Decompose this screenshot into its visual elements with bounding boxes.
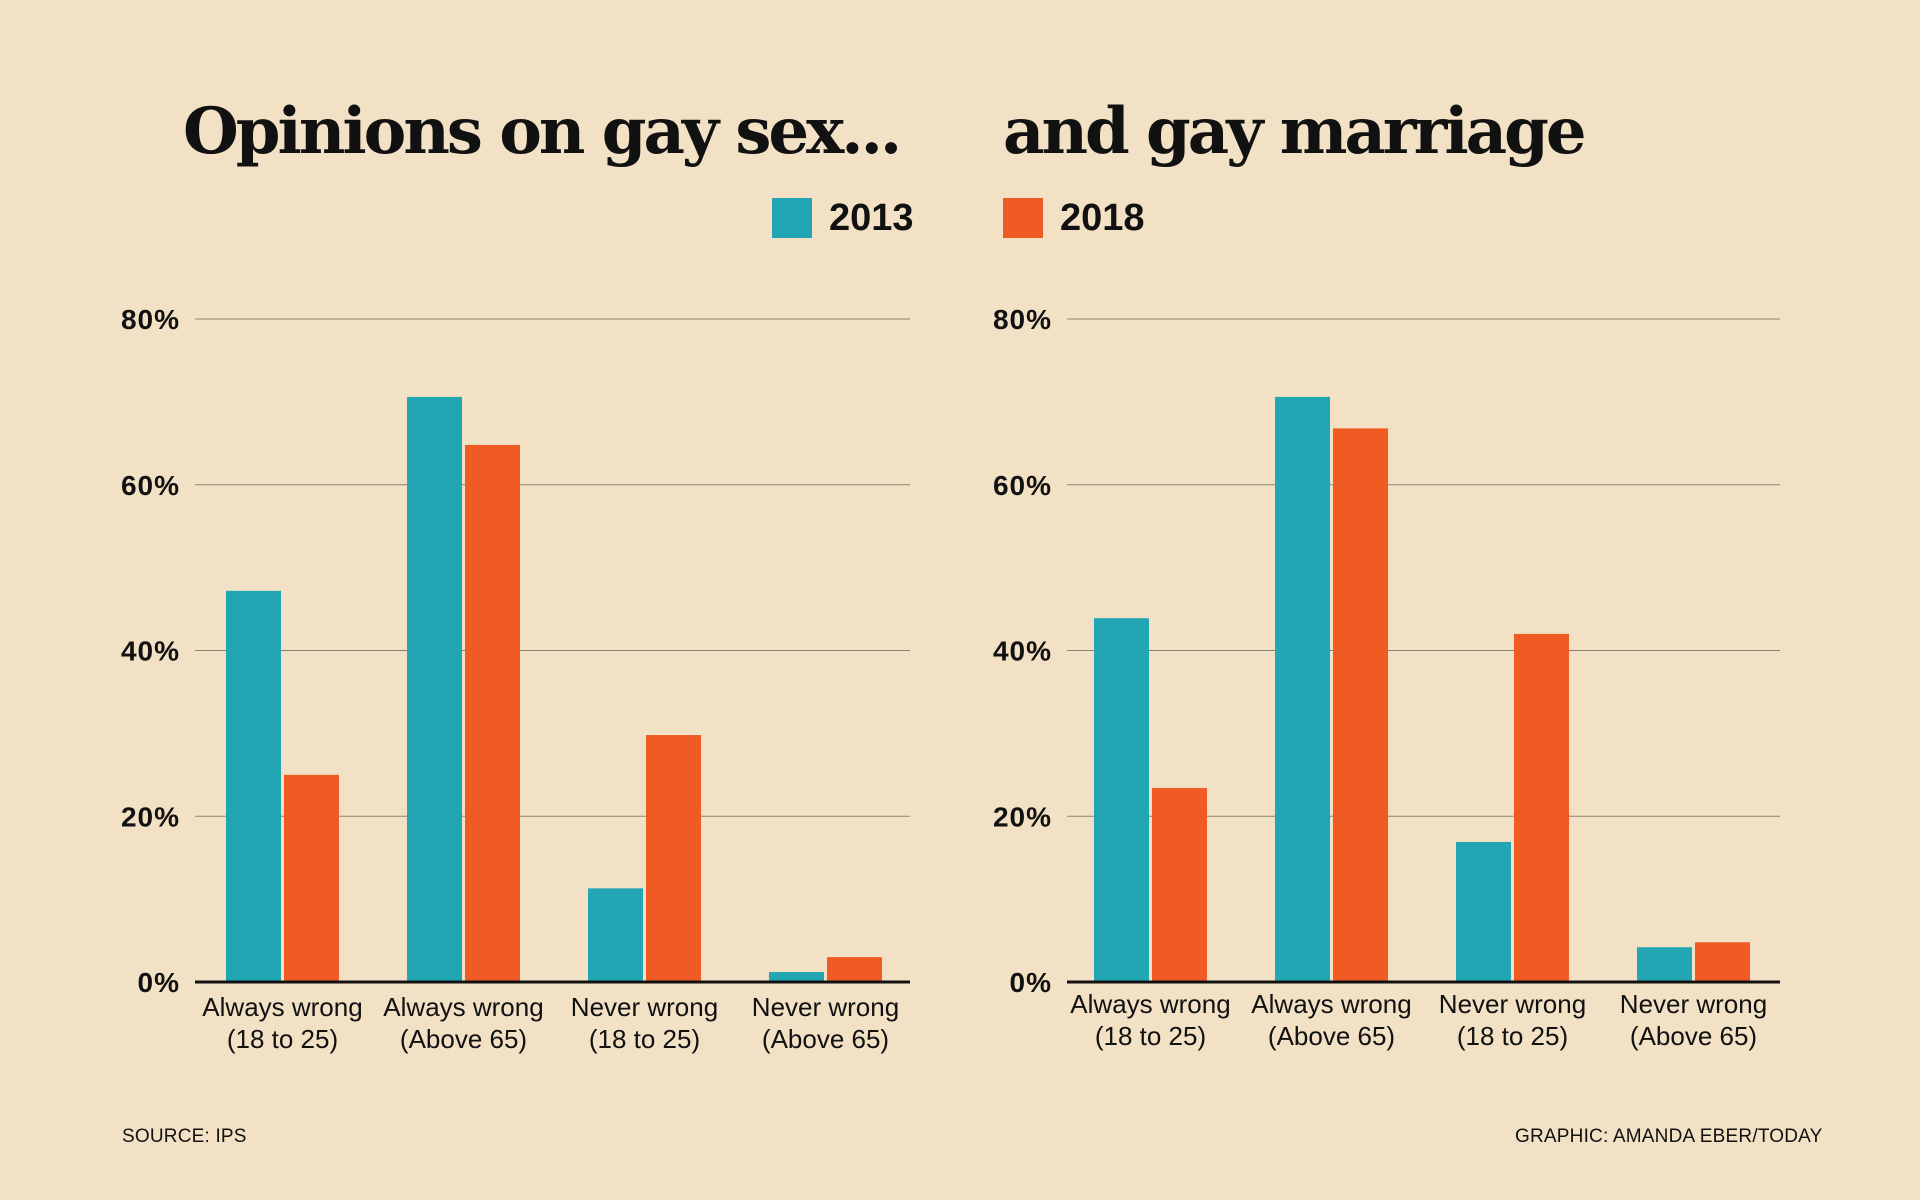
x-category-label: Always wrong (18 to 25) bbox=[1070, 989, 1230, 1051]
y-tick-label: 40% bbox=[993, 636, 1052, 667]
legend-swatch-2018 bbox=[1003, 198, 1043, 238]
x-category-label-line: Never wrong bbox=[571, 992, 718, 1022]
x-category-label: Never wrong (Above 65) bbox=[1620, 989, 1767, 1051]
y-tick-label: 20% bbox=[121, 801, 180, 832]
x-category-label-line: Never wrong bbox=[1620, 989, 1767, 1019]
bar-2013 bbox=[1456, 841, 1511, 982]
x-category-label-line: (18 to 25) bbox=[589, 1024, 700, 1054]
y-tick-label: 60% bbox=[121, 470, 180, 501]
chart-marriage: 0%20%40%60%80%Always wrong (18 to 25)Alwa… bbox=[993, 304, 1780, 1051]
x-category-label-line: (18 to 25) bbox=[1095, 1021, 1206, 1051]
x-category-label-line: Always wrong bbox=[1251, 989, 1411, 1019]
x-category-label: Never wrong (Above 65) bbox=[752, 992, 899, 1054]
x-category-label: Always wrong (18 to 25) bbox=[202, 992, 362, 1054]
x-category-label-line: (Above 65) bbox=[762, 1024, 889, 1054]
y-tick-label: 0% bbox=[138, 967, 180, 998]
bar-2013 bbox=[769, 972, 824, 982]
y-tick-label: 80% bbox=[121, 304, 180, 335]
bar-2013 bbox=[1637, 947, 1692, 982]
y-tick-label: 60% bbox=[993, 470, 1052, 501]
legend-label-2013: 2013 bbox=[829, 196, 914, 239]
bar-2013 bbox=[226, 590, 281, 982]
x-category-label-line: Never wrong bbox=[752, 992, 899, 1022]
x-category-label-line: Always wrong bbox=[1070, 989, 1230, 1019]
legend-item-2018: 2018 bbox=[1003, 196, 1145, 239]
bar-2018 bbox=[465, 444, 520, 983]
chart-title-gay-marriage: and gay marriage bbox=[1003, 94, 1587, 169]
x-category-label-line: (Above 65) bbox=[1268, 1021, 1395, 1051]
legend-swatch-2013 bbox=[772, 198, 812, 238]
chart-title-gay-sex: Opinions on gay sex... bbox=[183, 94, 902, 169]
bar-2018 bbox=[1333, 428, 1388, 982]
y-tick-label: 20% bbox=[993, 801, 1052, 832]
x-category-label: Never wrong (18 to 25) bbox=[571, 992, 718, 1054]
bar-2018 bbox=[1695, 942, 1750, 982]
x-category-label-line: Never wrong bbox=[1439, 989, 1586, 1019]
x-category-label-line: Always wrong bbox=[383, 992, 543, 1022]
bar-2018 bbox=[646, 735, 701, 982]
chart-sex: 0%20%40%60%80%Always wrong (18 to 25)Alwa… bbox=[121, 304, 910, 1054]
x-category-label-line: Always wrong bbox=[202, 992, 362, 1022]
bar-2013 bbox=[1094, 618, 1149, 982]
bar-2018 bbox=[1152, 788, 1207, 982]
x-category-label-line: (18 to 25) bbox=[1457, 1021, 1568, 1051]
bar-2013 bbox=[1275, 396, 1330, 983]
y-tick-label: 40% bbox=[121, 636, 180, 667]
legend-item-2013: 2013 bbox=[772, 196, 914, 239]
x-category-label: Always wrong (Above 65) bbox=[383, 992, 543, 1054]
graphic-credit: GRAPHIC: AMANDA EBER/TODAY bbox=[1515, 1126, 1823, 1147]
x-category-label-line: (Above 65) bbox=[1630, 1021, 1757, 1051]
bar-2013 bbox=[407, 396, 462, 983]
bar-2018 bbox=[827, 957, 882, 982]
bar-2018 bbox=[284, 774, 339, 982]
source-note: SOURCE: IPS bbox=[122, 1126, 247, 1147]
x-category-label: Never wrong (18 to 25) bbox=[1439, 989, 1586, 1051]
legend-label-2018: 2018 bbox=[1060, 196, 1145, 239]
bar-2013 bbox=[588, 888, 643, 982]
x-category-label-line: (Above 65) bbox=[400, 1024, 527, 1054]
y-tick-label: 80% bbox=[993, 304, 1052, 335]
bar-2018 bbox=[1514, 633, 1569, 982]
x-category-label-line: (18 to 25) bbox=[227, 1024, 338, 1054]
y-tick-label: 0% bbox=[1010, 967, 1052, 998]
x-category-label: Always wrong (Above 65) bbox=[1251, 989, 1411, 1051]
